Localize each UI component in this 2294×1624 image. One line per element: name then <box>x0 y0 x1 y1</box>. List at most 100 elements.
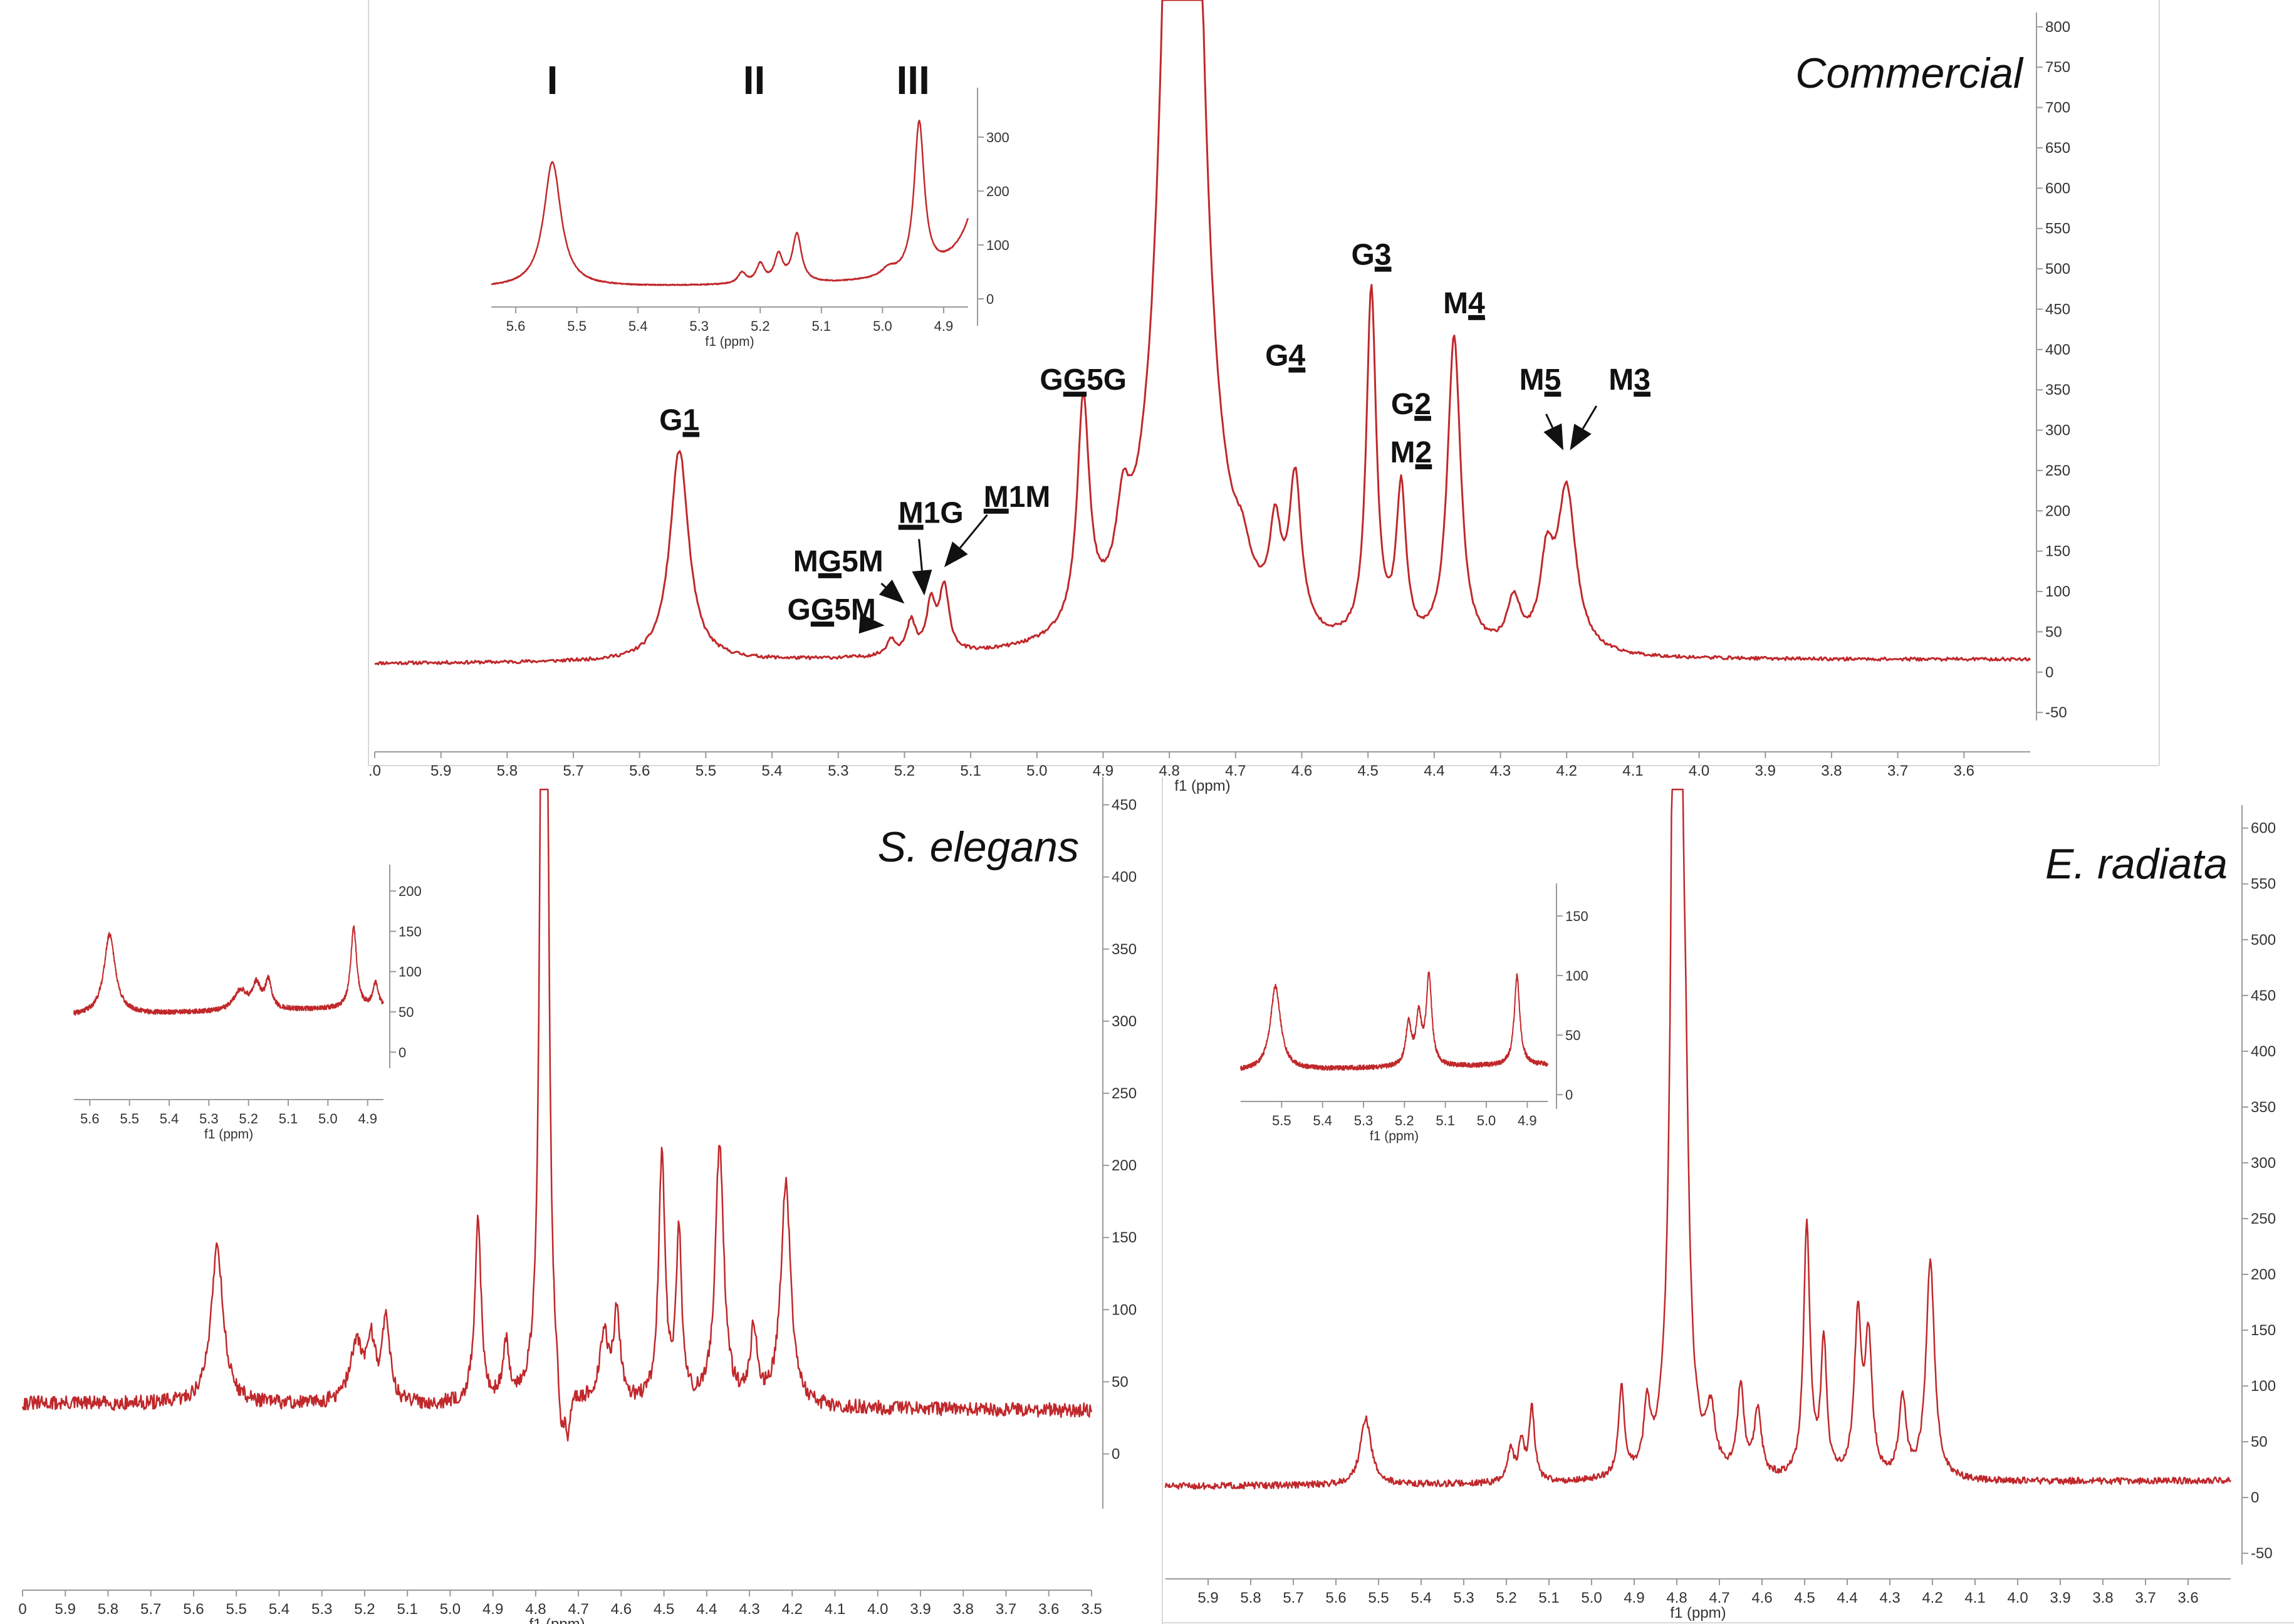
arrow-shaft <box>918 539 923 571</box>
y-tick-label: 300 <box>2251 1155 2276 1172</box>
peak-label-part: M <box>1390 436 1416 469</box>
x-tick-label: 5.3 <box>199 1111 219 1127</box>
x-tick-label: 5.1 <box>960 763 981 779</box>
peak-label-part: M <box>1608 363 1634 397</box>
arrow-head <box>1543 423 1563 450</box>
x-tick-label: 4.6 <box>1751 1590 1772 1606</box>
x-tick-label: 5.2 <box>751 318 770 334</box>
x-tick-label: 4.7 <box>568 1601 588 1618</box>
y-tick-label: 100 <box>986 237 1009 253</box>
y-tick-label: 200 <box>986 184 1009 199</box>
x-tick-label: 5.6 <box>629 763 650 779</box>
y-tick-label: 150 <box>399 924 422 939</box>
peak-label: M5 <box>1520 363 1561 397</box>
peak-label-underlined: 4 <box>1468 287 1485 320</box>
x-tick-label: 5.4 <box>1313 1113 1332 1128</box>
x-tick-label: 5.5 <box>1368 1590 1389 1606</box>
x-tick-label: 5.6 <box>183 1601 204 1618</box>
peak-label: GG5G <box>1040 363 1127 397</box>
x-tick-label: 5.1 <box>812 318 832 334</box>
x-tick-label: 4.1 <box>1964 1590 1985 1606</box>
peak-label-underlined: 3 <box>1375 239 1392 272</box>
peak-label-part: G <box>788 593 811 627</box>
x-tick-label: 5.3 <box>689 318 709 334</box>
panel-title-s-elegans: S. elegans <box>878 823 1079 871</box>
x-tick-label: 3.8 <box>953 1601 974 1618</box>
x-tick-label: 4.2 <box>782 1601 803 1618</box>
x-tick-label: 3.9 <box>1755 763 1776 779</box>
y-tick-label: 600 <box>2251 820 2276 837</box>
x-tick-label: 5.7 <box>563 763 583 779</box>
y-tick-label: 300 <box>2045 422 2070 439</box>
x-tick-label: 5.2 <box>239 1111 258 1127</box>
y-tick-label: 0 <box>1112 1446 1120 1463</box>
peak-label-part: M <box>1520 363 1545 397</box>
y-tick-label: 100 <box>1112 1301 1137 1318</box>
peak-label-underlined: 5 <box>1545 363 1561 397</box>
y-tick-label: 600 <box>2045 180 2070 197</box>
y-tick-label: 0 <box>1565 1087 1573 1103</box>
arrow-head <box>878 580 905 604</box>
arrow-head <box>858 613 885 634</box>
y-tick-label: 400 <box>2251 1043 2276 1060</box>
x-tick-label: 3.7 <box>1887 763 1908 779</box>
peak-label: M3 <box>1608 363 1650 397</box>
plot-commercial-inset: 0 100 200 300 5.6 5.5 5.4 5.3 5.2 5.1 5.0 4.9 f1 (pp… <box>491 58 1009 349</box>
arrow-shaft <box>880 583 887 588</box>
x-tick-label: 5.4 <box>160 1111 179 1127</box>
x-tick-label: 4.2 <box>1556 763 1577 779</box>
arrow-head <box>1570 424 1592 450</box>
peak-label-part: G <box>1040 363 1063 397</box>
x-tick-label: 4.6 <box>1291 763 1312 779</box>
peak-label: G4 <box>1265 340 1305 373</box>
y-tick-label: 700 <box>2045 100 2070 117</box>
y-tick-label: 150 <box>2045 543 2070 560</box>
x-tick-label: 5.6 <box>1325 1590 1346 1606</box>
y-tick-label: 300 <box>986 130 1009 145</box>
x-tick-label: 5.2 <box>1395 1113 1414 1128</box>
peak-label-underlined: 4 <box>1288 340 1305 373</box>
x-tick-label: 4.9 <box>1093 763 1113 779</box>
x-tick-label: 4.0 <box>2007 1590 2028 1606</box>
x-tick-label: 5.6 <box>80 1111 100 1127</box>
peak-label-part: 5G <box>1087 363 1127 397</box>
x-tick-label: 5.4 <box>761 763 782 779</box>
peak-label-part: G <box>1351 239 1374 272</box>
peak-label: M1M <box>984 481 1051 514</box>
x-tick-label: 4.2 <box>1922 1590 1942 1606</box>
plot-e_radiata: -500501001502002503003504004505005506005… <box>1164 788 2276 1621</box>
x-tick-label: 5.0 <box>1477 1113 1496 1128</box>
x-tick-label: 4.1 <box>1622 763 1643 779</box>
x-tick-label: 3.5 <box>1081 1601 1102 1618</box>
x-tick-label: 4.5 <box>1794 1590 1815 1606</box>
y-tick-label: 200 <box>2045 502 2070 519</box>
y-tick-label: 150 <box>1112 1229 1137 1246</box>
x-axis-title: f1 (ppm) <box>204 1127 253 1142</box>
x-tick-label: 5.3 <box>1354 1113 1374 1128</box>
peak-label-part: 5M <box>842 545 884 578</box>
y-tick-label: 350 <box>2045 382 2070 398</box>
x-tick-label: 5.7 <box>1283 1590 1303 1606</box>
y-tick-label: -50 <box>2045 704 2067 721</box>
x-axis-title: f1 (ppm) <box>705 335 754 349</box>
peak-label-underlined: M <box>984 481 1009 514</box>
y-tick-label: 800 <box>2045 19 2070 36</box>
x-tick-label: 4.8 <box>1666 1590 1687 1606</box>
y-tick-label: -50 <box>2251 1545 2273 1562</box>
peak-label-part: 1M <box>1009 481 1051 514</box>
plot-s_elegans: 0 50 100 150 200 250 300 350 400 450 0 5.9 5.8 5.7 5.6… <box>18 777 1137 1624</box>
x-tick-label: 4.0 <box>867 1601 888 1618</box>
x-tick-label: 4.9 <box>1518 1113 1537 1128</box>
peak-label: M4 <box>1443 287 1485 320</box>
y-tick-label: 250 <box>1112 1085 1137 1102</box>
x-tick-label: 3.7 <box>2135 1590 2156 1606</box>
x-tick-label: 4.8 <box>1159 763 1179 779</box>
peak-label-part: 1G <box>924 497 964 530</box>
y-tick-label: 0 <box>2251 1489 2259 1506</box>
peak-label-underlined: G <box>811 593 834 627</box>
x-tick-label: 5.1 <box>279 1111 298 1127</box>
y-tick-label: 150 <box>2251 1322 2276 1339</box>
x-tick-label: 4.9 <box>934 318 954 334</box>
x-tick-label: 5.3 <box>311 1601 332 1618</box>
arrow-shaft <box>959 514 988 549</box>
